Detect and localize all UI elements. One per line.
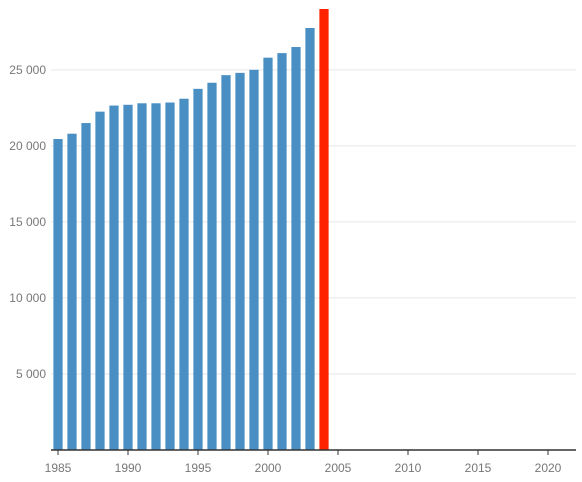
bar-highlighted bbox=[319, 9, 329, 450]
y-tick-label: 20 000 bbox=[9, 139, 46, 153]
bar bbox=[207, 82, 217, 450]
bars bbox=[53, 9, 329, 451]
y-tick-label: 25 000 bbox=[9, 63, 46, 77]
y-axis-tick-labels: 5 000 10 000 15 000 20 000 25 000 bbox=[9, 63, 46, 381]
bar bbox=[123, 104, 133, 450]
y-tick-label: 15 000 bbox=[9, 215, 46, 229]
y-tick-label: 5 000 bbox=[16, 367, 46, 381]
x-tick-label: 2000 bbox=[255, 461, 282, 475]
x-tick-label: 2010 bbox=[395, 461, 422, 475]
bar bbox=[109, 105, 119, 451]
x-tick-label: 1985 bbox=[45, 461, 72, 475]
bar bbox=[193, 88, 203, 450]
x-tick-label: 1990 bbox=[115, 461, 142, 475]
bar bbox=[277, 53, 287, 450]
bar bbox=[67, 133, 77, 451]
bar bbox=[291, 47, 301, 450]
bar bbox=[81, 123, 91, 450]
x-axis-ticks: 1985 1990 1995 2000 2005 2010 2015 2020 bbox=[45, 450, 562, 475]
x-tick-label: 2020 bbox=[535, 461, 562, 475]
bar bbox=[263, 57, 273, 450]
bar bbox=[221, 75, 231, 451]
bar bbox=[137, 103, 147, 450]
bar bbox=[305, 28, 315, 451]
bar bbox=[179, 98, 189, 450]
x-tick-label: 2015 bbox=[465, 461, 492, 475]
bar bbox=[151, 103, 161, 450]
x-tick-label: 2005 bbox=[325, 461, 352, 475]
y-tick-label: 10 000 bbox=[9, 291, 46, 305]
bar bbox=[235, 72, 245, 451]
x-tick-label: 1995 bbox=[185, 461, 212, 475]
bar bbox=[249, 69, 259, 451]
bar bbox=[165, 102, 175, 451]
bar bbox=[95, 111, 105, 451]
bar bbox=[53, 139, 63, 450]
